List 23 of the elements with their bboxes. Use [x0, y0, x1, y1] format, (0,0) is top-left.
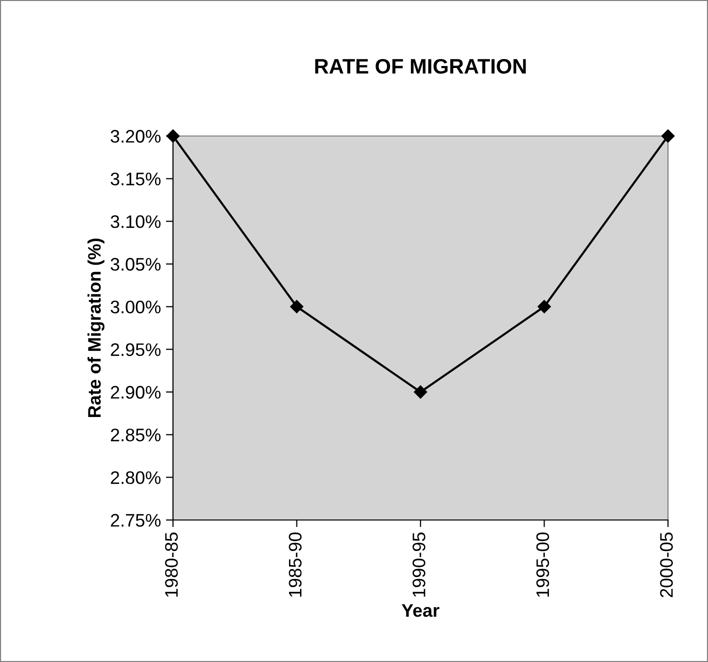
y-tick-label: 3.00%	[110, 300, 161, 314]
point	[166, 129, 180, 143]
chart-title: RATE OF MIGRATION	[315, 58, 526, 74]
point	[290, 300, 304, 314]
y-tick-label: 2.75%	[110, 514, 161, 527]
y-tick-label: 3.15%	[110, 172, 161, 186]
y-tick-label: 2.85%	[110, 428, 161, 442]
point	[661, 129, 675, 143]
x-tick-label: 1995-00	[536, 532, 550, 597]
y-tick-label: 3.20%	[110, 130, 161, 143]
x-tick-label: 2000-05	[660, 532, 673, 598]
y-tick-label: 2.90%	[110, 386, 161, 399]
y-tick-label: 2.80%	[110, 471, 161, 484]
x-tick-label: 1990-95	[412, 532, 426, 597]
x-axis-title: Year	[402, 604, 440, 617]
point	[414, 385, 428, 399]
x-tick-label: 1980-85	[165, 532, 178, 597]
y-tick-label: 3.05%	[110, 258, 161, 271]
y-tick-label: 2.95%	[110, 343, 161, 356]
y-axis-title: Rate of Migration (%)	[88, 238, 104, 418]
x-tick-label: 1985-90	[288, 532, 302, 597]
point	[538, 300, 551, 314]
y-tick-label: 3.10%	[110, 215, 161, 228]
